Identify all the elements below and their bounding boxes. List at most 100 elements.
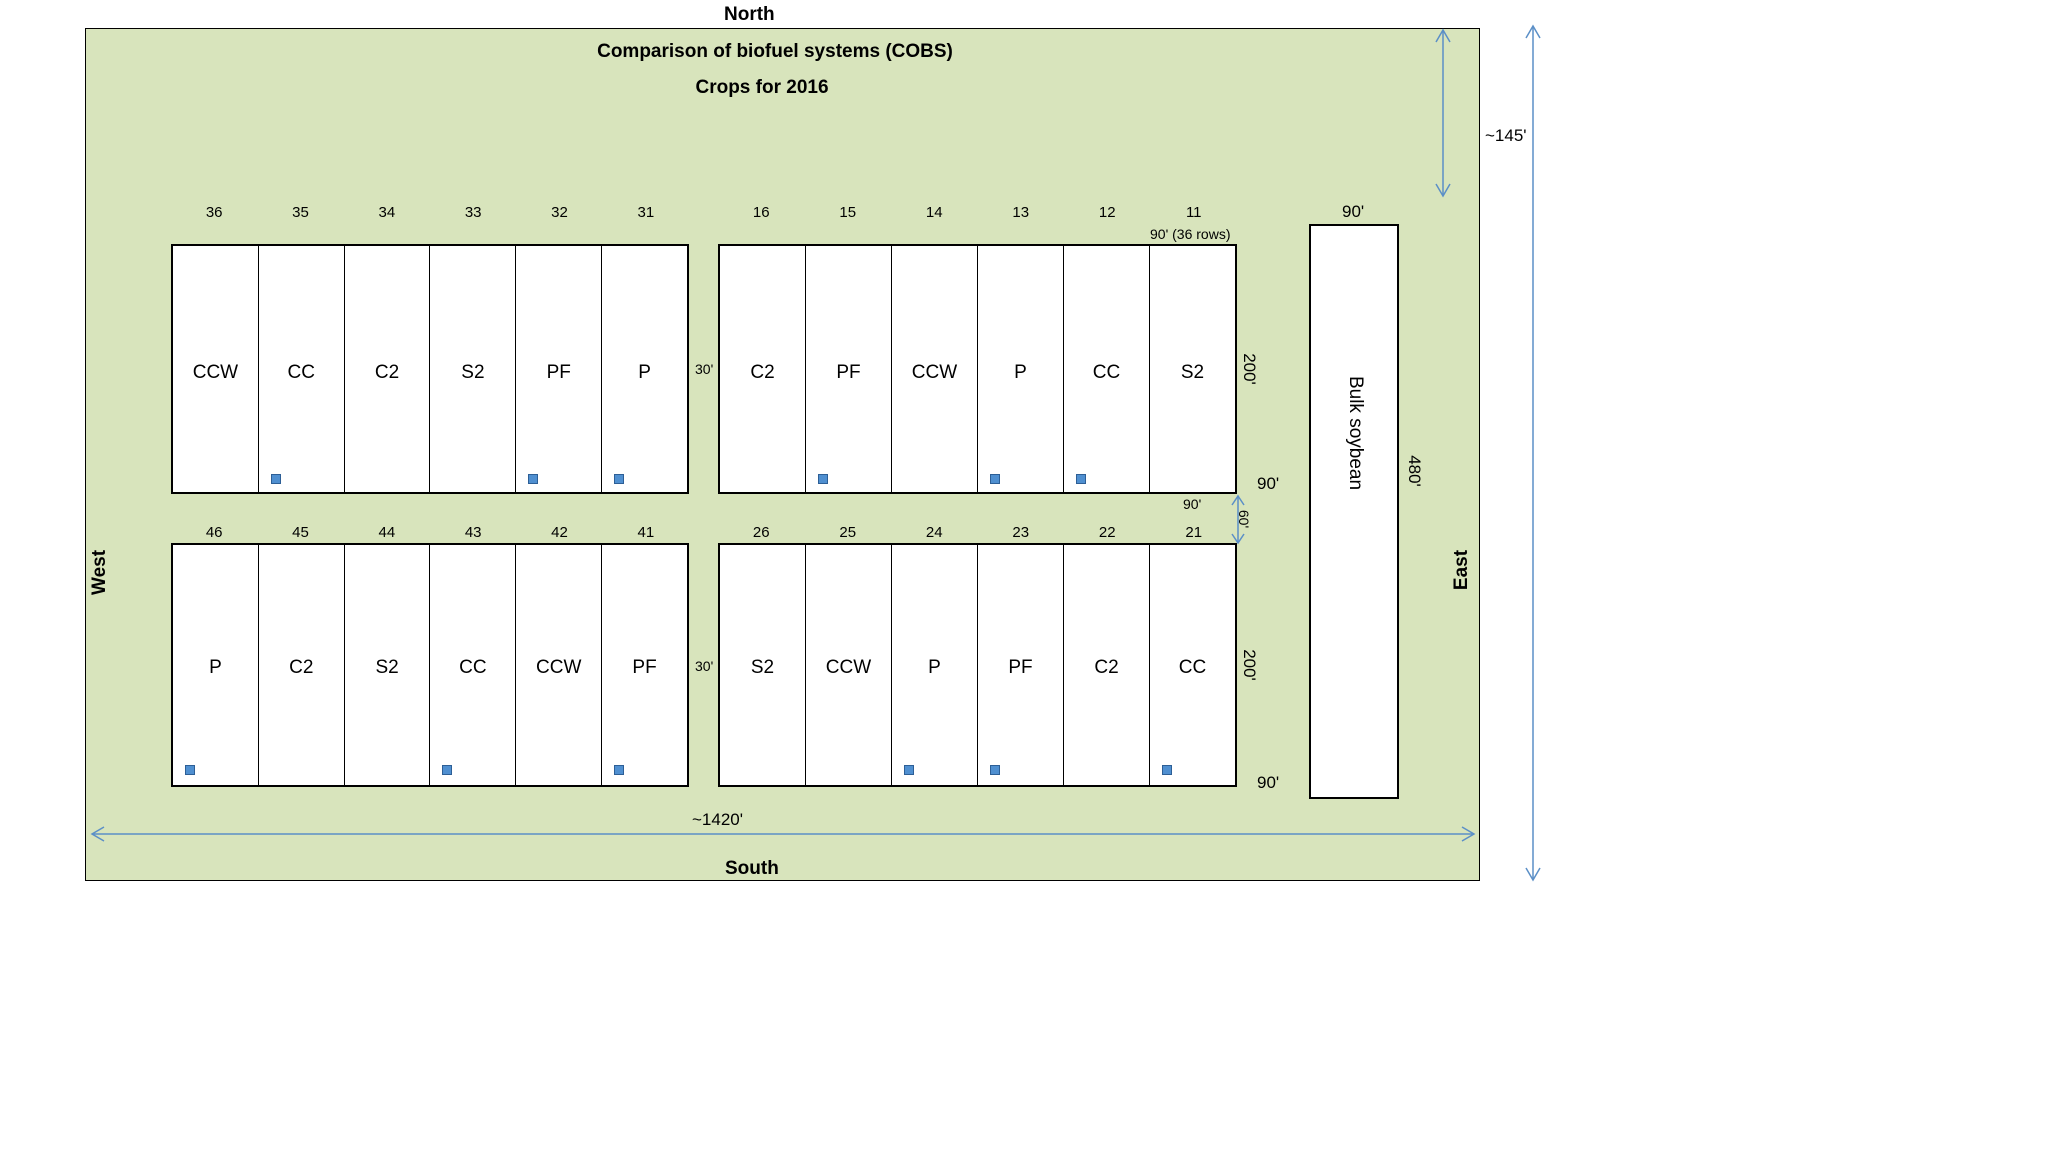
plot-number: 15	[839, 204, 857, 221]
plot-number: 25	[839, 524, 857, 541]
crop-label: P	[1014, 362, 1027, 383]
plot-33: S2	[429, 246, 515, 492]
crop-label: P	[928, 657, 941, 678]
plot-number: 46	[205, 524, 223, 541]
plot-block-top-right: C2 PF CCW P CC S2	[718, 244, 1237, 494]
crop-label: S2	[1180, 362, 1205, 383]
sampling-marker	[990, 474, 1000, 484]
sampling-marker	[1076, 474, 1086, 484]
plot-number: 41	[637, 524, 655, 541]
soy-width-label: 90'	[1342, 202, 1365, 221]
plot-number: 34	[378, 204, 396, 221]
total-width-label: ~1420'	[692, 810, 743, 829]
plot-block-top-left: CCW CC C2 S2 PF P	[171, 244, 689, 494]
plot-width-label: 90' (36 rows)	[1150, 226, 1231, 242]
crop-label: CC	[459, 657, 487, 678]
sampling-marker	[904, 765, 914, 775]
sampling-marker	[185, 765, 195, 775]
plot-42: CCW	[515, 545, 601, 785]
crop-label: PF	[1008, 657, 1033, 678]
south-label: South	[725, 858, 779, 879]
crop-label: P	[638, 362, 651, 383]
plot-32: PF	[515, 246, 601, 492]
plot-15: PF	[805, 246, 891, 492]
plot-46: P	[173, 545, 258, 785]
north-margin-arrowhead-bottom	[1435, 183, 1451, 198]
plot-number: 45	[292, 524, 309, 541]
plot-31: P	[601, 246, 687, 492]
plot-number: 43	[464, 524, 482, 541]
sampling-marker	[528, 474, 539, 484]
crop-label: C2	[289, 657, 314, 678]
plot-13: P	[977, 246, 1063, 492]
diagram-title: Comparison of biofuel systems (COBS)	[597, 41, 953, 62]
sampling-marker	[990, 765, 1000, 775]
plot-number: 14	[925, 204, 943, 221]
plot-22: C2	[1063, 545, 1149, 785]
crop-label: C2	[750, 362, 775, 383]
plot-number: 13	[1012, 204, 1030, 221]
row-gap-arrowhead-top	[1231, 494, 1245, 506]
crop-label: PF	[836, 362, 861, 383]
plot-24: P	[891, 545, 977, 785]
sampling-marker	[270, 474, 281, 484]
diagram-subtitle: Crops for 2016	[695, 77, 829, 98]
total-width-arrowhead-left	[90, 826, 105, 842]
plot-41: PF	[601, 545, 687, 785]
plot-number: 33	[464, 204, 482, 221]
plot-23: PF	[977, 545, 1063, 785]
plot-43: CC	[429, 545, 515, 785]
crop-label: P	[209, 657, 222, 678]
plot-number: 35	[292, 204, 309, 221]
plot-number: 36	[205, 204, 223, 221]
crop-label: CCW	[192, 362, 239, 383]
plot-number: 31	[637, 204, 655, 221]
sampling-marker	[614, 765, 625, 775]
plot-45: C2	[257, 545, 344, 785]
bulk-soybean-strip: Bulk soybean	[1309, 224, 1399, 799]
crop-label: PF	[632, 657, 657, 678]
crop-label: CCW	[911, 362, 958, 383]
east-margin-label-top: 90'	[1257, 474, 1280, 493]
plot-block-bottom-left: P C2 S2 CC CCW PF	[171, 543, 689, 787]
north-margin-label: ~145'	[1485, 126, 1527, 145]
cobs-field-map: North South West East Comparison of biof…	[85, 4, 1541, 882]
crop-label: CC	[287, 362, 315, 383]
row-gap-width-label: 90'	[1183, 496, 1202, 512]
row-gap-arrowhead-bottom	[1231, 533, 1245, 545]
plot-35: CC	[257, 246, 344, 492]
sampling-marker	[442, 765, 453, 775]
north-margin-arrowhead-top	[1435, 28, 1451, 43]
gap-label-bottom: 30'	[695, 658, 714, 674]
crop-label: S2	[375, 657, 399, 678]
crop-label: CC	[1092, 362, 1121, 383]
plot-26: S2	[720, 545, 805, 785]
plot-36: CCW	[173, 246, 258, 492]
north-label: North	[724, 4, 775, 25]
plot-number: 42	[551, 524, 568, 541]
plot-number: 32	[551, 204, 568, 221]
plot-16: C2	[720, 246, 805, 492]
crop-label: S2	[750, 657, 775, 678]
crop-label: CC	[1178, 657, 1207, 678]
plot-number: 23	[1012, 524, 1030, 541]
plot-block-bottom-right: S2 CCW P PF C2 CC	[718, 543, 1237, 787]
sampling-marker	[614, 474, 625, 484]
plot-number: 12	[1098, 204, 1116, 221]
plot-number: 11	[1185, 204, 1202, 221]
plot-number: 26	[752, 524, 770, 541]
plot-25: CCW	[805, 545, 891, 785]
plot-11: S2	[1149, 246, 1235, 492]
plot-number: 16	[752, 204, 770, 221]
plot-number: 24	[925, 524, 943, 541]
crop-label: C2	[374, 362, 400, 383]
total-height-arrowhead-top	[1525, 24, 1541, 39]
crop-label: CCW	[825, 657, 872, 678]
plot-44: S2	[343, 545, 430, 785]
plot-number: 22	[1098, 524, 1116, 541]
gap-label-top: 30'	[695, 361, 714, 377]
plot-number: 21	[1185, 524, 1203, 541]
plot-21: CC	[1149, 545, 1235, 785]
plot-12: CC	[1063, 246, 1149, 492]
plot-number: 44	[378, 524, 396, 541]
